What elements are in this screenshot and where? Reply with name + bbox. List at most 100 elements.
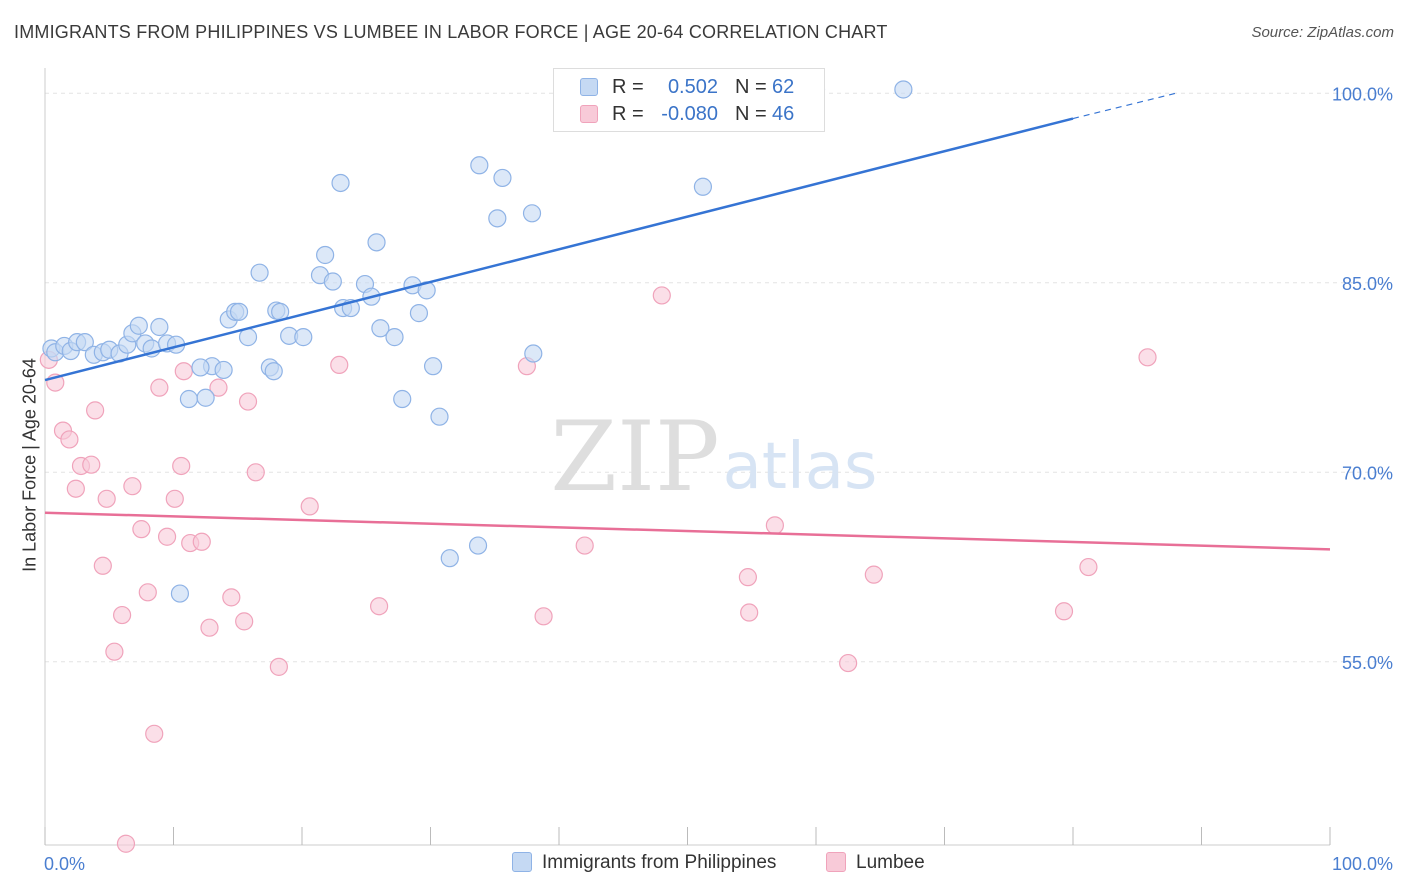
bottom-legend: Immigrants from Philippines Lumbee — [0, 850, 1406, 880]
philippines-point — [191, 358, 210, 377]
lumbee-point — [740, 603, 759, 622]
lumbee-point — [864, 565, 883, 584]
n-value: 46 — [772, 103, 795, 125]
lumbee-point — [738, 568, 757, 587]
philippines-point — [430, 407, 449, 426]
axes — [44, 68, 1331, 846]
lumbee-point — [93, 556, 112, 575]
philippines-point — [468, 536, 488, 555]
legend-label-philippines: Immigrants from Philippines — [542, 852, 777, 873]
lumbee-point — [82, 455, 101, 474]
lumbee-point — [86, 401, 105, 420]
grid-lines — [45, 92, 1390, 663]
pink-swatch — [826, 852, 846, 872]
y-tick-label: 85.0% — [1342, 274, 1393, 294]
stats-legend: R = 0.502 N = 62 R = -0.080 N = 46 — [553, 68, 825, 132]
lumbee-point — [150, 378, 169, 397]
blue-swatch — [580, 78, 598, 96]
lumbee-point — [765, 516, 784, 535]
lumbee-point — [1054, 602, 1074, 621]
watermark: ZIP atlas — [550, 401, 877, 513]
tick-labels: 55.0% 70.0% 85.0% 100.0% 0.0% 100.0% — [44, 84, 1393, 874]
philippines-point — [170, 584, 190, 603]
y-tick-label: 100.0% — [1332, 84, 1393, 104]
lumbee-point — [652, 286, 671, 305]
philippines-point — [488, 209, 507, 228]
philippines-point — [150, 317, 169, 337]
stats-row-lumbee: R = -0.080 N = 46 — [554, 101, 824, 127]
philippines-point — [423, 357, 443, 376]
philippines-point — [522, 204, 542, 223]
philippines-point — [693, 177, 713, 196]
lumbee-point — [1138, 348, 1157, 367]
lumbee-point — [192, 532, 211, 551]
philippines-point — [179, 389, 199, 409]
r-value: -0.080 — [661, 103, 718, 125]
lumbee-point — [172, 456, 191, 476]
watermark-atlas: atlas — [723, 430, 878, 504]
n-value: 62 — [772, 76, 795, 98]
lumbee-point — [269, 657, 288, 676]
y-tick-label: 55.0% — [1342, 653, 1393, 673]
x-tick-label: 100.0% — [1332, 854, 1393, 874]
r-label: R = — [612, 76, 644, 98]
philippines-point — [323, 272, 342, 291]
chart-title: IMMIGRANTS FROM PHILIPPINES VS LUMBEE IN… — [14, 22, 888, 42]
philippines-point — [440, 549, 459, 568]
lumbee-point — [839, 653, 858, 673]
x-tick-label: 0.0% — [44, 854, 85, 874]
lumbee-point — [165, 489, 184, 508]
philippines-point — [214, 360, 233, 380]
y-tick-label: 70.0% — [1342, 463, 1393, 483]
lumbee-point — [66, 479, 85, 498]
lumbee-point — [116, 834, 136, 853]
legend-item-lumbee[interactable]: Lumbee — [826, 852, 925, 874]
philippines-point — [470, 156, 489, 175]
lumbee-point — [60, 430, 79, 449]
source-label: Source: ZipAtlas.com — [1251, 24, 1394, 41]
philippines-trend-extension — [1072, 92, 1176, 120]
lumbee-point — [238, 392, 258, 411]
philippines-trend-line — [44, 117, 1074, 382]
philippines-point — [385, 328, 404, 347]
lumbee-trend-line — [44, 511, 1331, 551]
blue-swatch — [512, 852, 532, 872]
philippines-point — [196, 388, 215, 407]
lumbee-point — [97, 489, 116, 508]
philippines-point — [371, 319, 390, 338]
lumbee-point — [246, 463, 265, 482]
philippines-point — [493, 168, 512, 188]
lumbee-point — [112, 605, 132, 625]
philippines-point — [75, 333, 94, 352]
r-value: 0.502 — [667, 76, 718, 98]
stats-row-philippines: R = 0.502 N = 62 — [554, 74, 824, 100]
philippines-point — [129, 316, 148, 335]
philippines-point — [229, 302, 249, 321]
y-axis-title: In Labor Force | Age 20-64 — [19, 358, 40, 572]
lumbee-point — [235, 612, 254, 631]
lumbee-point — [132, 520, 151, 539]
legend-label-lumbee: Lumbee — [856, 852, 925, 873]
lumbee-point — [209, 378, 228, 397]
philippines-point — [409, 304, 429, 323]
lumbee-point — [300, 497, 319, 516]
lumbee-point — [330, 355, 349, 375]
watermark-zip: ZIP — [550, 401, 719, 513]
n-label: N = — [735, 103, 767, 125]
lumbee-point — [145, 724, 164, 743]
lumbee-point — [370, 597, 389, 616]
lumbee-point — [200, 618, 219, 637]
lumbee-point — [138, 583, 157, 602]
legend-item-philippines[interactable]: Immigrants from Philippines — [512, 852, 776, 874]
trend-lines — [44, 92, 1331, 551]
philippines-point — [264, 362, 283, 381]
philippines-point — [294, 328, 313, 347]
philippines-point — [393, 389, 412, 409]
philippines-point — [524, 344, 543, 363]
lumbee-point — [123, 477, 142, 496]
philippines-point — [331, 173, 350, 193]
lumbee-point — [157, 527, 177, 546]
n-label: N = — [735, 76, 767, 98]
r-label: R = — [612, 103, 644, 125]
